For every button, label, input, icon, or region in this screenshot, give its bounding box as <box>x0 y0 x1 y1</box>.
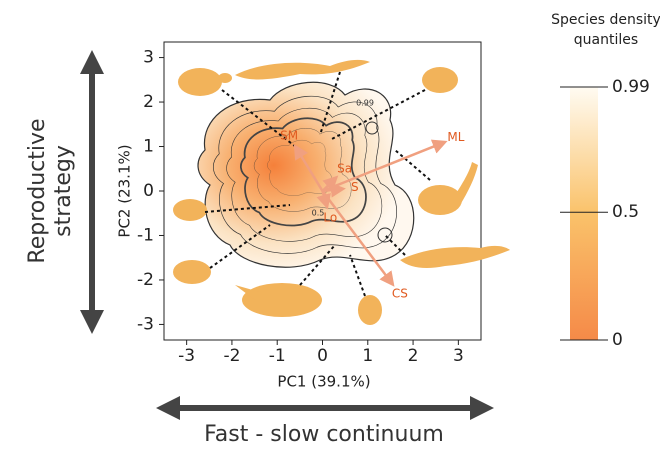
y-concept-label: Reproductive <box>25 118 50 263</box>
x-tick-label: -1 <box>269 346 286 366</box>
chart: 0.99 0.5 PC1 (39.1%) PC2 (23.1%) Reprodu… <box>0 0 660 448</box>
page: 0.99 0.5 PC1 (39.1%) PC2 (23.1%) Reprodu… <box>0 0 660 448</box>
x-axis-label: PC1 (39.1%) <box>277 373 370 391</box>
x-tick-label: 2 <box>408 346 419 366</box>
colorbar <box>570 87 598 340</box>
contour-label: 0.99 <box>356 99 374 108</box>
y-tick-label: -1 <box>137 225 154 245</box>
y-tick-label: -2 <box>137 270 154 290</box>
y-tick-label: 2 <box>143 92 154 112</box>
y-tick-label: 3 <box>143 48 154 68</box>
colorbar-tick-label: 0.99 <box>612 77 650 97</box>
colorbar-tick-label: 0.5 <box>612 202 639 222</box>
y-concept-line: strategy <box>51 145 76 237</box>
y-axis-label: PC2 (23.1%) <box>116 144 134 237</box>
loading-label: ML <box>447 130 464 144</box>
loading-label: Lo <box>323 211 337 225</box>
x-tick-label: 3 <box>453 346 464 366</box>
x-tick-label: -2 <box>223 346 240 366</box>
x-tick-label: 0 <box>317 346 328 366</box>
y-concept-label: strategy <box>51 145 76 237</box>
loading-label: Sa <box>337 162 352 176</box>
loading-label: SM <box>280 129 298 143</box>
x-tick-label: 1 <box>362 346 373 366</box>
y-tick-label: 1 <box>143 137 154 157</box>
x-concept-label: Fast - slow continuum <box>204 422 444 447</box>
loading-label: S <box>351 180 359 194</box>
colorbar-title: Species density quantiles <box>548 10 660 50</box>
loading-label: CS <box>392 287 408 301</box>
y-tick-label: 0 <box>143 181 154 201</box>
x-tick-label: -3 <box>178 346 195 366</box>
density-contours <box>198 82 414 267</box>
y-tick-label: -3 <box>137 314 154 334</box>
y-concept-line: Reproductive <box>25 118 50 263</box>
colorbar-tick-label: 0 <box>612 330 623 350</box>
